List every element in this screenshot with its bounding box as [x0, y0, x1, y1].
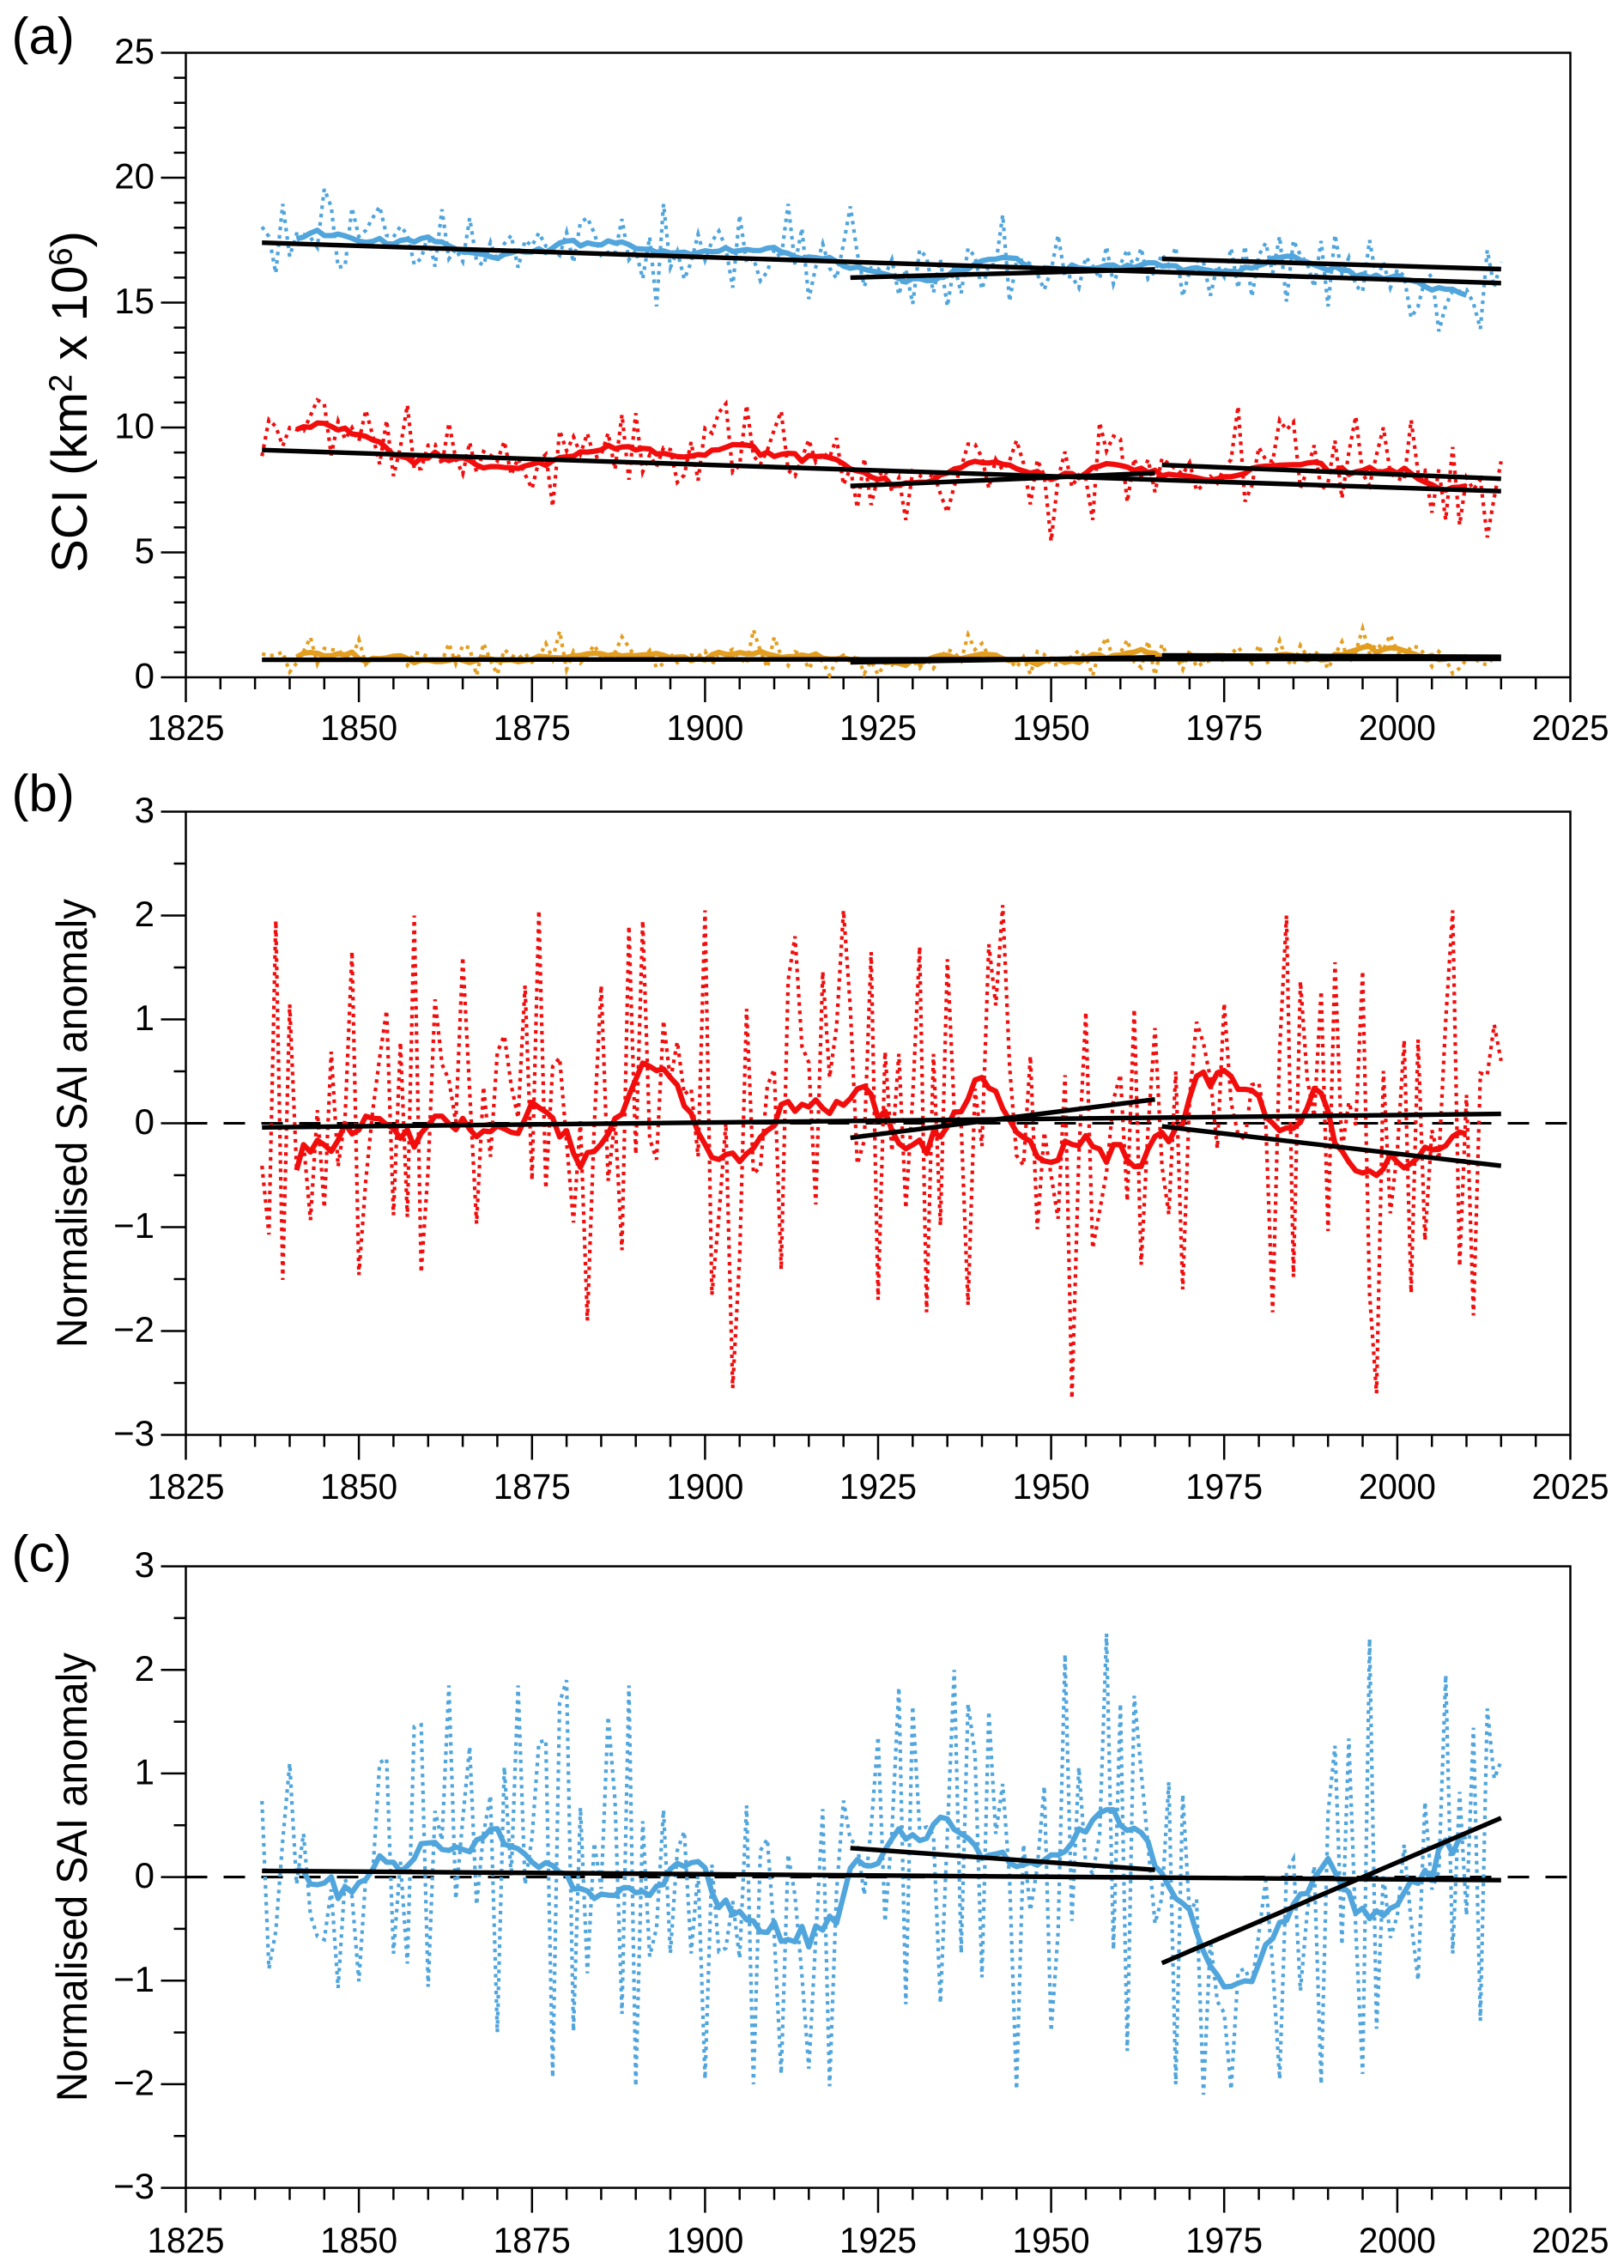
svg-text:1875: 1875	[494, 2220, 571, 2260]
svg-text:−3: −3	[113, 1413, 155, 1453]
svg-text:3: 3	[135, 1544, 155, 1585]
svg-text:1925: 1925	[839, 707, 917, 748]
svg-text:2025: 2025	[1532, 707, 1609, 748]
svg-text:(a): (a)	[12, 8, 75, 65]
svg-text:1875: 1875	[494, 707, 571, 748]
svg-text:2000: 2000	[1359, 707, 1436, 748]
svg-text:5: 5	[135, 531, 155, 571]
svg-text:15: 15	[114, 281, 155, 321]
svg-text:1825: 1825	[148, 1466, 225, 1507]
svg-text:−2: −2	[113, 1309, 155, 1349]
svg-text:1950: 1950	[1013, 1466, 1090, 1507]
svg-text:(c): (c)	[12, 1525, 72, 1583]
svg-text:10: 10	[114, 406, 155, 446]
svg-text:1875: 1875	[494, 1466, 571, 1507]
svg-text:2025: 2025	[1532, 1466, 1609, 1507]
svg-text:1950: 1950	[1013, 2220, 1090, 2260]
svg-text:3: 3	[135, 790, 155, 830]
svg-text:1900: 1900	[666, 1466, 743, 1507]
svg-text:−1: −1	[113, 1959, 155, 1999]
svg-text:−1: −1	[113, 1205, 155, 1246]
svg-text:1900: 1900	[666, 2220, 743, 2260]
svg-text:0: 0	[135, 1855, 155, 1895]
svg-text:1950: 1950	[1013, 707, 1090, 748]
svg-text:20: 20	[114, 156, 155, 197]
svg-text:1975: 1975	[1185, 2220, 1263, 2260]
svg-text:2000: 2000	[1359, 2220, 1436, 2260]
svg-text:1: 1	[135, 998, 155, 1038]
svg-text:Normalised SAI anomaly: Normalised SAI anomaly	[48, 1652, 96, 2101]
svg-text:1825: 1825	[148, 707, 225, 748]
svg-text:25: 25	[114, 31, 155, 71]
svg-text:−2: −2	[113, 2062, 155, 2102]
svg-text:2000: 2000	[1359, 1466, 1436, 1507]
svg-text:1975: 1975	[1185, 707, 1263, 748]
svg-text:2: 2	[135, 1648, 155, 1689]
svg-text:1925: 1925	[839, 1466, 917, 1507]
svg-text:1850: 1850	[320, 707, 397, 748]
svg-text:−3: −3	[113, 2166, 155, 2206]
svg-text:1825: 1825	[148, 2220, 225, 2260]
svg-text:1925: 1925	[839, 2220, 917, 2260]
svg-text:1: 1	[135, 1751, 155, 1792]
svg-text:1900: 1900	[666, 707, 743, 748]
svg-text:1850: 1850	[320, 1466, 397, 1507]
svg-text:Normalised SAI anomaly: Normalised SAI anomaly	[48, 899, 96, 1348]
svg-text:(b): (b)	[12, 765, 75, 822]
svg-text:1850: 1850	[320, 2220, 397, 2260]
svg-text:SCI (km2 x 106): SCI (km2 x 106)	[42, 231, 98, 573]
svg-text:2025: 2025	[1532, 2220, 1609, 2260]
svg-text:2: 2	[135, 894, 155, 934]
svg-text:0: 0	[135, 1101, 155, 1142]
svg-text:0: 0	[135, 656, 155, 696]
svg-text:1975: 1975	[1185, 1466, 1263, 1507]
